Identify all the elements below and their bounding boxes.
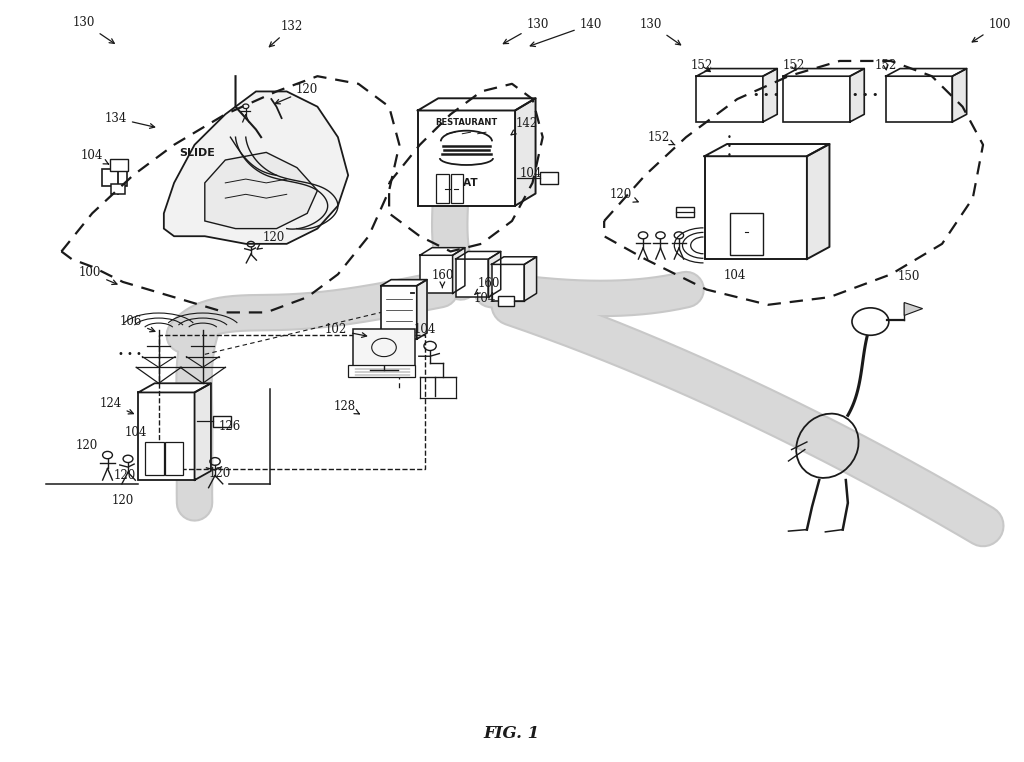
- Text: 120: 120: [257, 231, 285, 249]
- Bar: [492, 264, 524, 301]
- Bar: [102, 169, 127, 186]
- Polygon shape: [515, 98, 536, 206]
- Text: RESTAURANT: RESTAURANT: [435, 118, 498, 127]
- Text: 160: 160: [474, 277, 500, 295]
- Bar: [676, 207, 694, 217]
- Text: 104: 104: [125, 425, 147, 439]
- Text: 106: 106: [120, 315, 155, 331]
- Bar: [696, 76, 763, 122]
- Bar: [420, 255, 453, 293]
- Circle shape: [852, 308, 889, 335]
- Text: •
•
•: • • •: [727, 133, 731, 160]
- Bar: [145, 442, 164, 475]
- Text: 130: 130: [640, 18, 681, 45]
- Text: 142: 142: [511, 117, 538, 135]
- Bar: [348, 365, 415, 377]
- Polygon shape: [886, 69, 967, 76]
- Text: 120: 120: [114, 469, 136, 482]
- Text: SLIDE: SLIDE: [179, 149, 215, 158]
- Text: • • •: • • •: [753, 90, 779, 100]
- Text: 160: 160: [431, 269, 454, 288]
- Text: FIG. 1: FIG. 1: [484, 725, 540, 741]
- Bar: [111, 184, 125, 194]
- Text: 120: 120: [275, 83, 318, 104]
- Text: 152: 152: [874, 59, 897, 72]
- Bar: [381, 286, 417, 339]
- Polygon shape: [763, 69, 777, 122]
- Bar: [886, 76, 952, 122]
- Bar: [436, 174, 449, 203]
- Text: 128: 128: [334, 399, 359, 414]
- Polygon shape: [696, 69, 777, 76]
- Text: • • •: • • •: [852, 90, 879, 100]
- Text: 150: 150: [898, 270, 921, 283]
- Text: 120: 120: [209, 467, 231, 481]
- Bar: [110, 159, 128, 171]
- Polygon shape: [164, 91, 348, 244]
- Polygon shape: [783, 69, 864, 76]
- Polygon shape: [850, 69, 864, 122]
- Text: 100: 100: [972, 18, 1011, 42]
- Bar: [418, 110, 515, 206]
- Polygon shape: [418, 98, 536, 110]
- Bar: [783, 76, 850, 122]
- Polygon shape: [488, 251, 501, 297]
- Polygon shape: [417, 280, 427, 339]
- Text: 104: 104: [724, 269, 746, 283]
- Bar: [451, 174, 463, 203]
- Text: 104: 104: [81, 149, 109, 164]
- Text: 152: 152: [647, 130, 675, 145]
- Text: 120: 120: [609, 187, 638, 202]
- Bar: [705, 156, 807, 259]
- Polygon shape: [453, 248, 465, 293]
- Text: 104: 104: [414, 322, 436, 336]
- Bar: [165, 442, 183, 475]
- Bar: [540, 172, 558, 184]
- Bar: [138, 392, 195, 480]
- Text: 152: 152: [782, 59, 805, 72]
- Text: 126: 126: [218, 420, 241, 434]
- Polygon shape: [807, 144, 829, 259]
- Text: 100: 100: [79, 266, 117, 284]
- Polygon shape: [138, 383, 211, 392]
- Text: EAT: EAT: [456, 178, 477, 188]
- Text: 120: 120: [76, 438, 98, 452]
- Polygon shape: [195, 383, 211, 480]
- Text: 104: 104: [519, 167, 542, 181]
- Polygon shape: [492, 257, 537, 264]
- Text: 130: 130: [504, 18, 549, 43]
- Text: 120: 120: [112, 494, 134, 507]
- Polygon shape: [952, 69, 967, 122]
- Text: 124: 124: [99, 397, 133, 414]
- Bar: [159, 335, 425, 469]
- Text: 102: 102: [325, 323, 367, 338]
- Text: 140: 140: [530, 18, 602, 46]
- Bar: [730, 213, 763, 255]
- Polygon shape: [205, 152, 317, 229]
- Polygon shape: [524, 257, 537, 301]
- Text: • • •: • • •: [118, 349, 142, 359]
- Bar: [456, 259, 488, 297]
- Bar: [213, 416, 231, 427]
- Bar: [353, 329, 415, 366]
- Polygon shape: [420, 248, 465, 255]
- Text: 152: 152: [690, 59, 713, 72]
- Bar: [498, 296, 514, 306]
- Text: 104: 104: [473, 292, 496, 306]
- Polygon shape: [705, 144, 829, 156]
- Text: 130: 130: [73, 16, 115, 43]
- Polygon shape: [456, 251, 501, 259]
- Polygon shape: [904, 303, 923, 315]
- Text: 132: 132: [269, 20, 303, 46]
- Polygon shape: [381, 280, 427, 286]
- Text: 134: 134: [104, 111, 155, 128]
